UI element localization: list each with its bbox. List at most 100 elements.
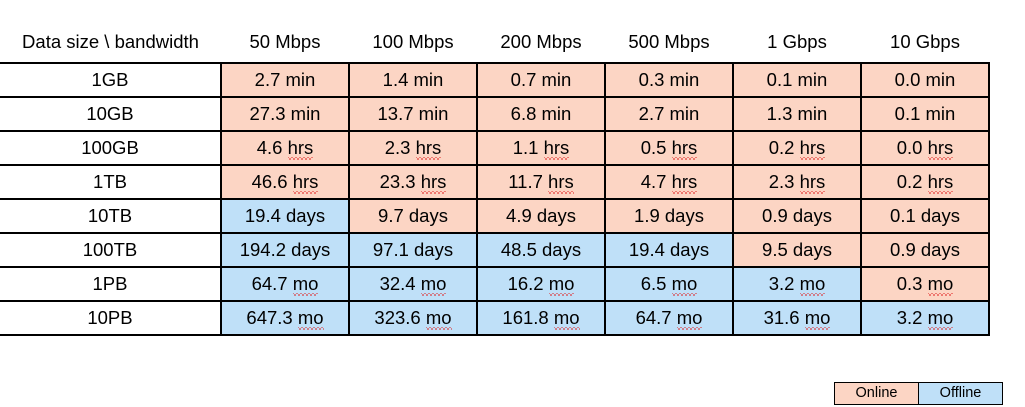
misspelled-unit: hrs [671,136,698,160]
row-header-1gb: 1GB [0,62,221,98]
legend: Online Offline [834,382,1003,405]
column-header-10-gbps: 10 Gbps [890,30,960,52]
transfer-time-cell: 1.3 min [732,96,862,132]
transfer-time-cell: 161.8 mo [476,300,606,336]
misspelled-unit: hrs [799,136,826,160]
column-header-100-mbps: 100 Mbps [372,30,454,52]
misspelled-unit: mo [553,306,580,330]
misspelled-unit: mo [799,272,826,296]
transfer-time-cell: 2.7 min [220,62,350,98]
misspelled-unit: hrs [292,170,319,194]
misspelled-unit: hrs [927,136,954,160]
misspelled-unit: hrs [548,170,574,194]
transfer-time-cell: 64.7 mo [604,300,734,336]
transfer-time-cell: 19.4 days [604,232,734,268]
column-header-500-mbps: 500 Mbps [628,30,710,52]
transfer-time-cell: 323.6 mo [348,300,478,336]
table-row: 1GB 2.7 min 1.4 min 0.7 min 0.3 min 0.1 min 0.… [0,62,990,98]
transfer-time-cell: 0.7 min [476,62,606,98]
transfer-time-cell: 2.3 hrs [732,164,862,200]
table-row: 100TB 194.2 days 97.1 days 48.5 days 19.4 da… [0,232,990,268]
column-header-50-mbps: 50 Mbps [249,30,321,52]
transfer-time-cell: 0.3 mo [860,266,990,302]
transfer-time-cell: 3.2 mo [860,300,990,336]
table-body: 1GB 2.7 min 1.4 min 0.7 min 0.3 min 0.1 min 0.… [0,62,990,336]
misspelled-unit: hrs [420,170,447,194]
misspelled-unit: hrs [799,170,826,194]
row-header-1pb: 1PB [0,266,221,302]
misspelled-unit: mo [425,306,452,330]
misspelled-unit: mo [804,306,831,330]
transfer-time-cell: 46.6 hrs [220,164,350,200]
transfer-time-cell: 6.8 min [476,96,606,132]
table-row: 10PB 647.3 mo 323.6 mo 161.8 mo 64.7 mo 31.6 … [0,300,990,336]
legend-item-offline: Offline [918,383,1002,404]
transfer-time-cell: 0.5 hrs [604,130,734,166]
transfer-time-cell: 3.2 mo [732,266,862,302]
data-transfer-time-table: Data size \ bandwidth 50 Mbps 100 Mbps 200 … [0,24,990,336]
transfer-time-cell: 1.4 min [348,62,478,98]
column-header-200-mbps: 200 Mbps [500,30,582,52]
table-header: Data size \ bandwidth 50 Mbps 100 Mbps 200 … [0,24,989,63]
row-header-10tb: 10TB [0,198,221,234]
transfer-time-cell: 4.6 hrs [220,130,350,166]
transfer-time-cell: 2.7 min [604,96,734,132]
transfer-time-cell: 0.1 min [732,62,862,98]
transfer-time-cell: 9.5 days [732,232,862,268]
transfer-time-cell: 1.9 days [604,198,734,234]
transfer-time-cell: 16.2 mo [476,266,606,302]
transfer-time-cell: 0.9 days [732,198,862,234]
misspelled-unit: mo [927,306,954,330]
transfer-time-cell: 194.2 days [220,232,350,268]
transfer-time-cell: 13.7 min [348,96,478,132]
transfer-time-cell: 6.5 mo [604,266,734,302]
misspelled-unit: hrs [543,136,570,160]
misspelled-unit: hrs [415,136,442,160]
transfer-time-cell: 0.0 hrs [860,130,990,166]
table-row: 10TB 19.4 days 9.7 days 4.9 days 1.9 days 0.9… [0,198,990,234]
table-row: 100GB 4.6 hrs 2.3 hrs 1.1 hrs 0.5 hrs 0.2 hrs… [0,130,990,166]
table-row: 1TB 46.6 hrs 23.3 hrs 11.7 hrs 4.7 hrs 2.3 hr… [0,164,990,200]
transfer-time-cell: 27.3 min [220,96,350,132]
row-header-10gb: 10GB [0,96,221,132]
misspelled-unit: mo [676,306,703,330]
transfer-time-cell: 0.2 hrs [860,164,990,200]
table-corner-header: Data size \ bandwidth [22,30,199,52]
transfer-time-cell: 4.7 hrs [604,164,734,200]
misspelled-unit: hrs [927,170,954,194]
transfer-time-cell: 23.3 hrs [348,164,478,200]
transfer-time-cell: 97.1 days [348,232,478,268]
transfer-time-cell: 0.1 days [860,198,990,234]
table-row: 1PB 64.7 mo 32.4 mo 16.2 mo 6.5 mo 3.2 mo 0.3 … [0,266,990,302]
transfer-time-cell: 64.7 mo [220,266,350,302]
transfer-time-cell: 48.5 days [476,232,606,268]
transfer-time-cell: 32.4 mo [348,266,478,302]
row-header-1tb: 1TB [0,164,221,200]
transfer-time-cell: 0.3 min [604,62,734,98]
misspelled-unit: mo [671,272,698,296]
transfer-time-cell: 4.9 days [476,198,606,234]
misspelled-unit: mo [420,272,447,296]
row-header-10pb: 10PB [0,300,221,336]
transfer-time-cell: 647.3 mo [220,300,350,336]
misspelled-unit: mo [927,272,954,296]
transfer-time-cell: 1.1 hrs [476,130,606,166]
transfer-time-cell: 0.2 hrs [732,130,862,166]
misspelled-unit: mo [292,272,319,296]
transfer-time-cell: 0.9 days [860,232,990,268]
misspelled-unit: hrs [671,170,698,194]
transfer-time-cell: 9.7 days [348,198,478,234]
misspelled-unit: mo [548,272,575,296]
row-header-100gb: 100GB [0,130,221,166]
misspelled-unit: hrs [287,136,314,160]
transfer-time-cell: 0.1 min [860,96,990,132]
misspelled-unit: mo [297,306,324,330]
transfer-time-cell: 2.3 hrs [348,130,478,166]
transfer-time-cell: 0.0 min [860,62,990,98]
transfer-time-cell: 31.6 mo [732,300,862,336]
legend-item-online: Online [835,383,918,404]
transfer-time-cell: 19.4 days [220,198,350,234]
row-header-100tb: 100TB [0,232,221,268]
transfer-time-cell: 11.7 hrs [476,164,606,200]
column-header-1-gbps: 1 Gbps [767,30,827,52]
